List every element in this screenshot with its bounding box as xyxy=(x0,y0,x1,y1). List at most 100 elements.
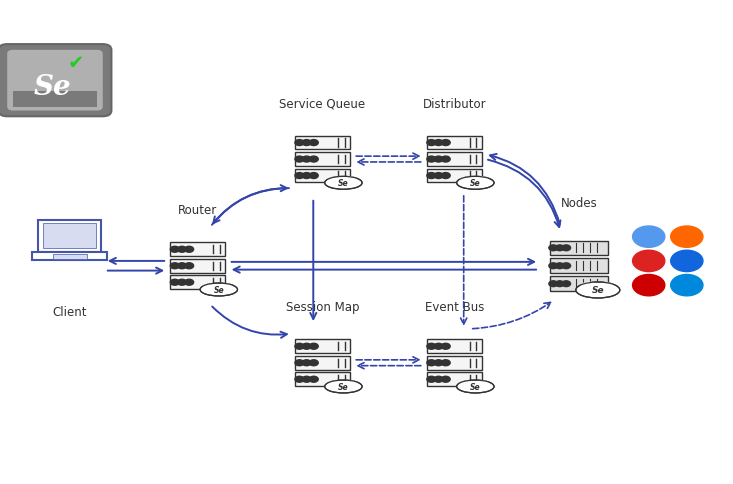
Circle shape xyxy=(561,245,570,251)
Circle shape xyxy=(441,344,450,349)
Ellipse shape xyxy=(475,380,489,388)
Circle shape xyxy=(671,275,703,296)
Text: Session Map: Session Map xyxy=(286,301,359,314)
FancyBboxPatch shape xyxy=(7,51,103,111)
FancyBboxPatch shape xyxy=(550,259,608,273)
Text: Se: Se xyxy=(592,286,604,295)
Text: Se: Se xyxy=(338,179,349,188)
FancyBboxPatch shape xyxy=(427,340,482,353)
Ellipse shape xyxy=(325,177,362,190)
Circle shape xyxy=(309,140,318,146)
Ellipse shape xyxy=(327,380,344,389)
Circle shape xyxy=(556,281,564,287)
Text: Se: Se xyxy=(213,286,224,294)
Ellipse shape xyxy=(327,177,344,186)
Circle shape xyxy=(441,140,450,146)
Circle shape xyxy=(309,360,318,366)
Circle shape xyxy=(177,280,186,286)
Ellipse shape xyxy=(325,380,362,393)
Circle shape xyxy=(434,360,443,366)
Circle shape xyxy=(302,360,311,366)
Ellipse shape xyxy=(580,282,598,292)
Circle shape xyxy=(427,140,436,146)
Circle shape xyxy=(309,173,318,179)
FancyBboxPatch shape xyxy=(295,373,350,386)
Circle shape xyxy=(556,245,564,251)
Circle shape xyxy=(434,377,443,382)
Ellipse shape xyxy=(576,282,620,298)
Text: Event Bus: Event Bus xyxy=(424,301,485,314)
Ellipse shape xyxy=(459,177,476,186)
Circle shape xyxy=(302,140,311,146)
FancyBboxPatch shape xyxy=(427,153,482,166)
Circle shape xyxy=(549,263,558,269)
Circle shape xyxy=(302,173,311,179)
Text: Client: Client xyxy=(52,306,87,318)
Circle shape xyxy=(295,360,304,366)
Circle shape xyxy=(295,344,304,349)
Text: Se: Se xyxy=(470,382,481,391)
Text: Se: Se xyxy=(338,382,349,391)
Circle shape xyxy=(309,344,318,349)
Text: Se: Se xyxy=(470,179,481,188)
Circle shape xyxy=(427,377,436,382)
Circle shape xyxy=(185,247,194,253)
Circle shape xyxy=(441,157,450,163)
Circle shape xyxy=(185,263,194,269)
FancyBboxPatch shape xyxy=(53,255,86,259)
Circle shape xyxy=(185,280,194,286)
FancyBboxPatch shape xyxy=(39,221,101,252)
Circle shape xyxy=(427,360,436,366)
Ellipse shape xyxy=(218,284,232,291)
Circle shape xyxy=(441,360,450,366)
FancyBboxPatch shape xyxy=(170,243,226,257)
Circle shape xyxy=(441,377,450,382)
Ellipse shape xyxy=(457,380,494,393)
Circle shape xyxy=(302,344,311,349)
Circle shape xyxy=(295,157,304,163)
Circle shape xyxy=(434,344,443,349)
FancyBboxPatch shape xyxy=(427,356,482,370)
FancyBboxPatch shape xyxy=(295,153,350,166)
Circle shape xyxy=(177,247,186,253)
Circle shape xyxy=(561,281,570,287)
Circle shape xyxy=(434,157,443,163)
FancyBboxPatch shape xyxy=(295,340,350,353)
Ellipse shape xyxy=(459,380,476,389)
Text: Nodes: Nodes xyxy=(561,197,597,210)
Ellipse shape xyxy=(202,284,219,292)
FancyBboxPatch shape xyxy=(170,259,226,273)
Circle shape xyxy=(434,173,443,179)
Circle shape xyxy=(295,377,304,382)
Circle shape xyxy=(633,251,665,272)
FancyBboxPatch shape xyxy=(0,45,111,117)
Circle shape xyxy=(671,227,703,248)
Circle shape xyxy=(549,281,558,287)
Circle shape xyxy=(309,377,318,382)
Ellipse shape xyxy=(475,177,489,185)
Circle shape xyxy=(671,251,703,272)
FancyBboxPatch shape xyxy=(295,169,350,183)
Ellipse shape xyxy=(200,284,237,296)
Circle shape xyxy=(427,344,436,349)
Circle shape xyxy=(549,245,558,251)
Ellipse shape xyxy=(343,177,357,185)
FancyBboxPatch shape xyxy=(43,224,96,249)
Text: Distributor: Distributor xyxy=(423,98,486,110)
Circle shape xyxy=(295,140,304,146)
FancyBboxPatch shape xyxy=(427,373,482,386)
Circle shape xyxy=(633,227,665,248)
Text: Service Queue: Service Queue xyxy=(279,98,366,110)
Circle shape xyxy=(427,173,436,179)
FancyBboxPatch shape xyxy=(32,252,107,261)
Circle shape xyxy=(302,157,311,163)
FancyBboxPatch shape xyxy=(295,136,350,150)
Circle shape xyxy=(170,247,180,253)
Circle shape xyxy=(302,377,311,382)
Circle shape xyxy=(309,157,318,163)
FancyBboxPatch shape xyxy=(170,276,226,289)
Circle shape xyxy=(556,263,564,269)
FancyBboxPatch shape xyxy=(550,241,608,256)
Circle shape xyxy=(434,140,443,146)
Circle shape xyxy=(177,263,186,269)
